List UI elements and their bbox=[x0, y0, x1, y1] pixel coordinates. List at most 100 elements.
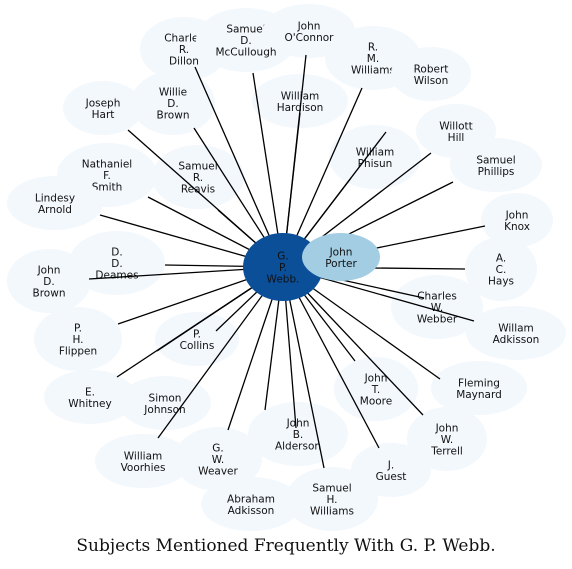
person-node-label-line: Adkisson bbox=[493, 334, 540, 346]
person-node-label-line: G. bbox=[212, 443, 223, 455]
person-node[interactable]: Samuel Phillips bbox=[450, 138, 542, 192]
person-node[interactable]: P. H. Flippen bbox=[34, 307, 122, 371]
secondary-node-label: John Porter bbox=[325, 246, 357, 270]
person-node-label-line: R. bbox=[179, 44, 189, 56]
person-node-label-line: John bbox=[435, 423, 459, 435]
person-node-label: Nathaniel F. Smith bbox=[82, 159, 132, 194]
person-node-bubble bbox=[466, 306, 566, 360]
person-node-bubble bbox=[7, 176, 103, 230]
person-node-label: Robert Wilson bbox=[414, 63, 449, 87]
person-node-label-line: Hill bbox=[448, 132, 465, 144]
person-node-bubble bbox=[334, 357, 418, 421]
person-node[interactable]: John B. Alderson bbox=[248, 402, 348, 466]
person-node[interactable]: Robert Wilson bbox=[391, 47, 471, 101]
person-node-bubble bbox=[152, 145, 244, 209]
person-node-label-line: John bbox=[37, 265, 61, 277]
secondary-node-bubble bbox=[302, 233, 380, 281]
person-node-label-line: Whitney bbox=[68, 398, 111, 410]
person-node-label-line: D. bbox=[111, 247, 122, 259]
person-node-label-line: H. bbox=[72, 334, 83, 346]
person-node-label: Charles R. Dillon bbox=[164, 33, 204, 68]
person-node-label-line: R. bbox=[193, 172, 203, 184]
person-node-label-line: Maynard bbox=[456, 389, 502, 401]
person-node-label-line: John bbox=[505, 209, 529, 221]
center-node[interactable]: G. P. Webb. bbox=[243, 233, 323, 301]
person-node-bubble bbox=[201, 477, 301, 531]
person-node-bubble bbox=[95, 434, 191, 488]
person-node-label-line: Deames bbox=[95, 270, 138, 282]
person-node[interactable]: Abraham Adkisson bbox=[201, 477, 301, 531]
person-node[interactable]: Samuel H. Williams bbox=[286, 467, 378, 531]
person-node[interactable]: Fleming Maynard bbox=[431, 361, 527, 415]
person-node-label-line: A. bbox=[496, 253, 506, 265]
person-node[interactable]: Willie D. Brown bbox=[131, 71, 215, 135]
person-node-label: William Voorhies bbox=[121, 450, 166, 474]
person-node-label-line: D. bbox=[111, 258, 122, 270]
person-node[interactable]: Charles W. Webber bbox=[391, 275, 483, 339]
person-node-label-line: Nathaniel bbox=[82, 159, 132, 171]
diagram-caption: Subjects Mentioned Frequently With G. P.… bbox=[76, 536, 496, 556]
person-node[interactable]: Samuel R. Reavis bbox=[152, 145, 244, 209]
person-node-label-line: Abraham bbox=[227, 493, 275, 505]
person-node[interactable]: A. C. Hays bbox=[465, 237, 537, 301]
person-node-label-line: Willott bbox=[439, 120, 473, 132]
person-node-label: A. C. Hays bbox=[488, 253, 514, 288]
person-node-label-line: Samuel bbox=[178, 161, 217, 173]
person-node-label: John B. Alderson bbox=[275, 418, 321, 453]
person-node-label: P. H. Flippen bbox=[59, 323, 97, 358]
person-node[interactable]: Joseph Hart bbox=[63, 81, 143, 135]
person-node[interactable]: William Phisun bbox=[329, 125, 421, 189]
center-node-label-line: P. bbox=[279, 262, 287, 274]
person-node-label-line: William bbox=[281, 90, 319, 102]
person-node[interactable]: E. Whitney bbox=[44, 370, 136, 424]
person-node[interactable]: Willam Adkisson bbox=[466, 306, 566, 360]
person-node-bubble bbox=[7, 249, 91, 313]
person-node-label-line: Samuel bbox=[226, 24, 265, 36]
person-node-label-line: C. bbox=[496, 264, 507, 276]
person-node-label-line: John bbox=[297, 20, 321, 32]
person-node-label-line: Smith bbox=[92, 182, 123, 194]
hub-layer: G. P. Webb. John Porter bbox=[243, 233, 380, 301]
secondary-node[interactable]: John Porter bbox=[302, 233, 380, 281]
person-node-bubble bbox=[174, 427, 262, 491]
person-node[interactable]: John Knox bbox=[481, 193, 553, 247]
person-node[interactable]: John W. Terrell bbox=[407, 407, 487, 471]
person-node-bubble bbox=[407, 407, 487, 471]
person-node-label-line: Phillips bbox=[478, 166, 515, 178]
person-node-label-line: E. bbox=[85, 386, 95, 398]
person-node[interactable]: John T. Moore bbox=[334, 357, 418, 421]
person-node-label: Samuel D. McCullough bbox=[215, 24, 276, 59]
person-node-label-line: W. bbox=[441, 434, 454, 446]
person-node-label-line: P. bbox=[74, 323, 82, 335]
person-node-bubble bbox=[248, 402, 348, 466]
person-node[interactable]: William Voorhies bbox=[95, 434, 191, 488]
person-node-bubble bbox=[131, 71, 215, 135]
person-node-bubble bbox=[119, 376, 211, 430]
person-node-label-line: B. bbox=[293, 429, 304, 441]
person-node-label-line: D. bbox=[167, 98, 178, 110]
person-node-label-line: Fleming bbox=[458, 377, 500, 389]
person-node[interactable]: P. Collins bbox=[155, 312, 239, 366]
person-node-label: Abraham Adkisson bbox=[227, 493, 275, 517]
person-node[interactable]: John D. Brown bbox=[7, 249, 91, 313]
person-node-label-line: Williams bbox=[351, 65, 395, 77]
person-node-label: R. M. Williams bbox=[351, 42, 395, 77]
person-node-bubble bbox=[465, 237, 537, 301]
person-node-label-line: McCullough bbox=[215, 47, 276, 59]
person-node-bubble bbox=[63, 81, 143, 135]
person-node[interactable]: Lindesy Arnold bbox=[7, 176, 103, 230]
person-node[interactable]: WilliamHardison bbox=[252, 74, 348, 128]
person-node-label-line: Webber bbox=[417, 314, 458, 326]
person-node-label: Willam Adkisson bbox=[493, 322, 540, 346]
secondary-node-label-line: John bbox=[329, 246, 353, 258]
person-node-label-line: Brown bbox=[157, 110, 190, 122]
person-node-label: John W. Terrell bbox=[430, 423, 463, 458]
person-node[interactable]: G. W. Weaver bbox=[174, 427, 262, 491]
person-node-label: Simon Johnson bbox=[143, 392, 185, 416]
person-node-label-line: Johnson bbox=[143, 404, 185, 416]
person-node-label-line: Hays bbox=[488, 276, 514, 288]
person-node[interactable]: Simon Johnson bbox=[119, 376, 211, 430]
person-node-label: P. Collins bbox=[180, 328, 215, 352]
person-node-bubble bbox=[44, 370, 136, 424]
person-node-label-line: Collins bbox=[180, 340, 215, 352]
